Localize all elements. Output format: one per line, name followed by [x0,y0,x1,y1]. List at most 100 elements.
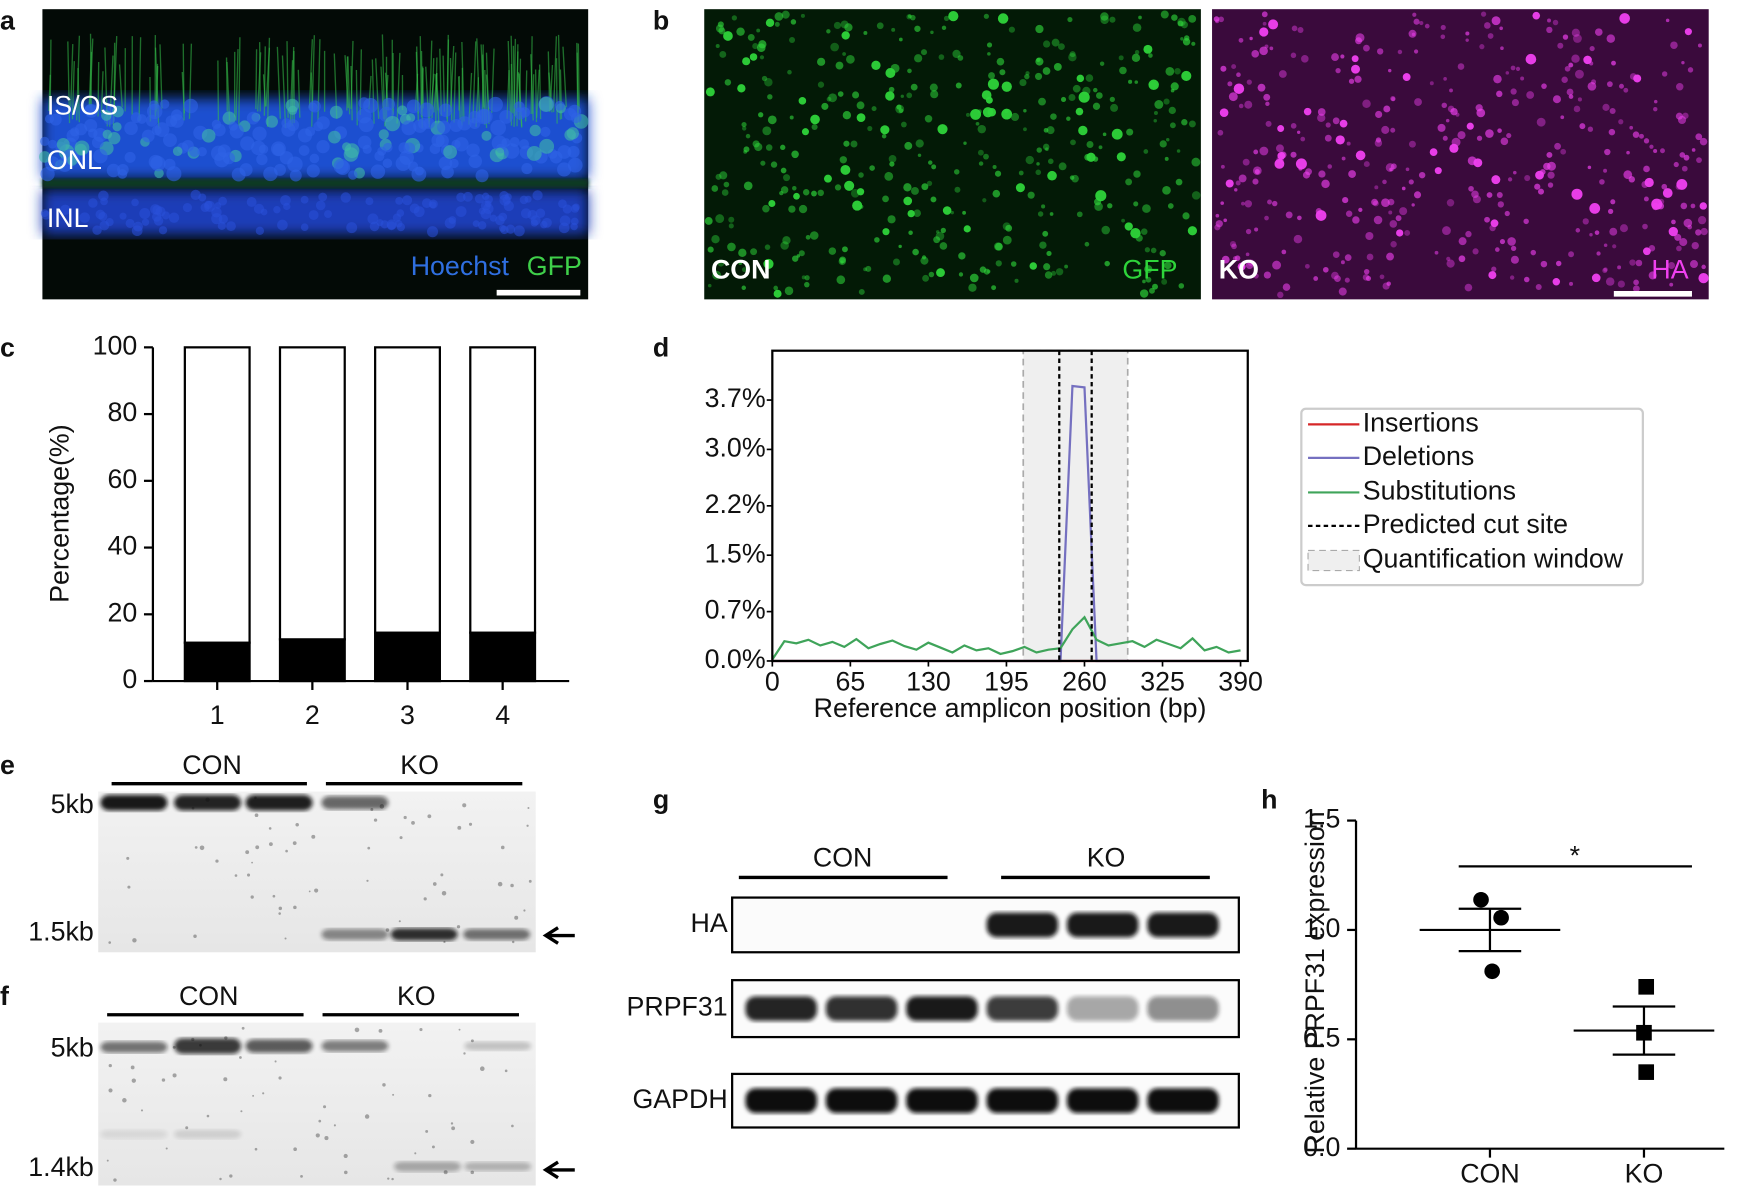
cell [1162,186,1171,195]
cell [846,54,855,64]
cell [1447,105,1455,113]
cell [963,225,971,233]
cell [767,94,773,100]
cell [741,285,747,291]
cell [1029,262,1037,270]
blot-band [1147,996,1219,1021]
cell [817,57,826,66]
cell [1001,81,1012,92]
cell [917,153,922,158]
cell [1513,170,1517,175]
x-tick-label: CON [1460,1159,1519,1188]
cell [1231,243,1237,250]
cell [1700,227,1708,236]
nucleus [480,208,492,220]
cell [1381,198,1390,208]
cell [1373,215,1383,225]
speck [382,1083,386,1087]
layer-label: IS/OS [47,90,118,120]
photoreceptor-streak [453,52,457,123]
cell [770,161,778,168]
cell [1362,274,1370,281]
nucleus [79,212,91,223]
speck [528,879,532,883]
row-label: GAPDH [632,1084,727,1114]
cell [768,199,776,208]
nucleus [60,204,71,215]
cell [1413,191,1422,199]
cell [910,14,916,21]
speck [373,818,378,822]
speck [292,841,297,846]
photoreceptor-streak [238,37,241,126]
cell [1496,191,1503,198]
photoreceptor-streak [71,61,75,120]
cell [805,234,811,240]
nucleus [324,210,332,219]
cell [1018,170,1024,176]
cell [1414,98,1422,106]
cell [1633,74,1642,83]
cell [1466,122,1474,130]
gel-band [245,794,313,811]
speck [456,925,461,929]
speck [255,845,260,850]
cell [842,246,848,253]
nucleus [365,197,374,206]
cell [1220,164,1225,169]
nucleus [419,102,435,118]
cell [792,255,799,262]
legend-label: Substitutions [1363,476,1516,506]
cell [1496,90,1503,98]
nucleus [246,111,260,125]
cell [1552,277,1561,286]
cell [1045,147,1049,152]
gel-band [321,796,389,810]
nucleus [357,135,372,150]
speck [130,1065,135,1070]
blot-band [825,1088,898,1113]
cell [1300,136,1306,142]
cell [1446,199,1455,207]
x-tick-label: 195 [984,666,1029,696]
speck [344,1170,348,1175]
cell [1277,291,1284,299]
cell [1191,41,1196,46]
speck [318,1119,322,1123]
cell [1244,100,1253,109]
cell [1236,72,1241,78]
marker-label: 5kb [51,789,94,819]
cell [1124,222,1133,231]
cell [1178,283,1185,289]
cell [1355,150,1366,161]
cell [1291,25,1298,32]
cell [981,90,992,100]
cell [991,285,997,291]
cell [1027,191,1035,199]
cell [1562,34,1569,40]
cell [1465,38,1469,42]
cell [811,190,817,197]
x-tick-label: 1 [210,700,225,730]
cell [856,188,865,196]
nucleus [273,206,281,214]
cell [1324,134,1332,142]
cell [843,140,850,147]
cell [931,164,937,170]
nucleus [519,139,530,150]
x-tick-label: 2 [305,700,320,730]
y-tick-label: 0.5 [1303,1022,1340,1052]
nucleus [283,202,291,211]
cell [920,256,929,265]
nucleus [160,99,170,109]
cell [1160,10,1169,19]
nucleus [348,170,358,180]
cell [965,112,970,117]
cell [711,185,719,192]
cell [1025,155,1034,165]
nucleus [315,200,326,211]
cell [1569,281,1574,286]
nucleus [457,116,472,131]
cell [1468,185,1474,192]
nucleus [88,198,98,208]
